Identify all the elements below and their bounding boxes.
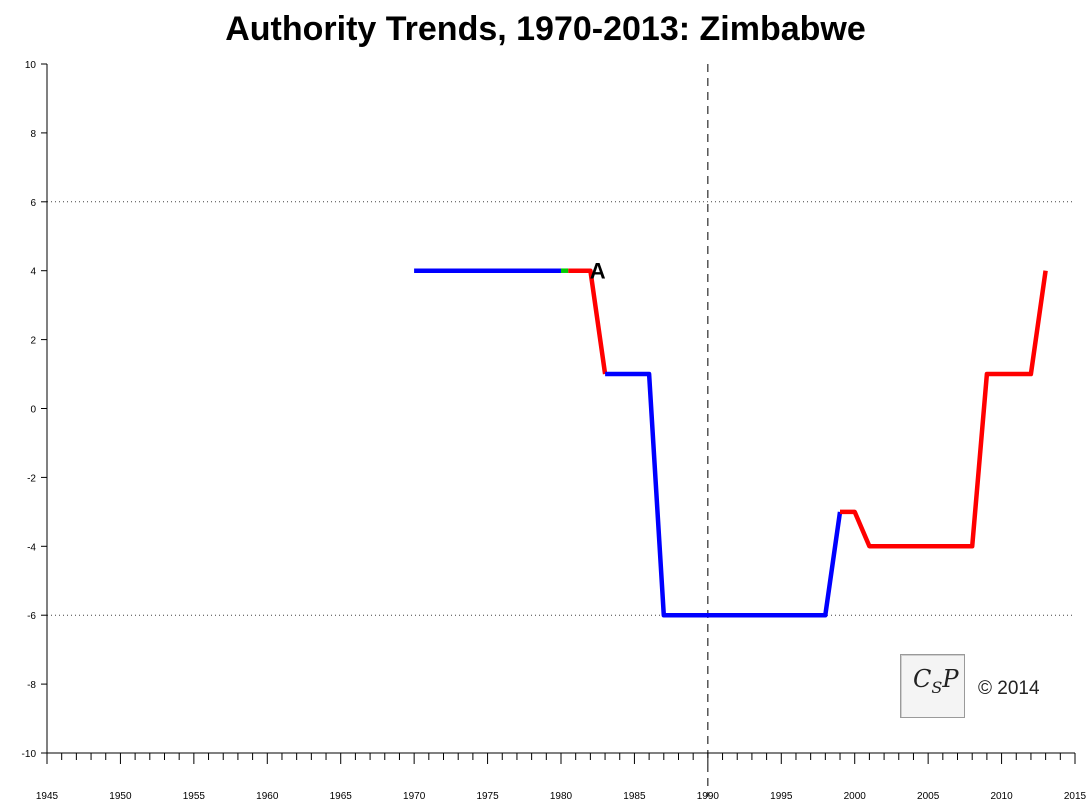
y-tick-label: 10	[25, 60, 37, 71]
series-line-2	[568, 268, 608, 375]
y-tick-label: -8	[27, 680, 36, 691]
x-tick-label: 1985	[623, 791, 646, 802]
y-tick-label: -10	[22, 749, 37, 760]
x-tick-label: 1980	[550, 791, 573, 802]
axes: -10 -8 -6 -4 -2 0 2 4 6 8 10 1945 1950 1955 1960 1965 19…	[22, 60, 1087, 802]
y-tick-label: -2	[27, 473, 36, 484]
reference-lines	[47, 64, 1075, 797]
x-tick-label: 1960	[256, 791, 279, 802]
copyright-notice: © 2014	[978, 678, 1040, 699]
series-lines	[414, 268, 1048, 618]
annotation-label: A	[590, 259, 606, 284]
x-tick-label: 2000	[844, 791, 867, 802]
x-tick-label: 1990	[697, 791, 720, 802]
x-tick-label: 2015	[1064, 791, 1087, 802]
annotations: A	[590, 259, 606, 284]
y-tick-label: -6	[27, 611, 36, 622]
y-tick-label: 8	[30, 129, 36, 140]
y-tick-label: 0	[30, 405, 36, 416]
x-tick-label: 1955	[183, 791, 206, 802]
x-tick-label: 2005	[917, 791, 940, 802]
csp-logo-text: CSP	[913, 665, 959, 697]
x-tick-label: 1945	[36, 791, 59, 802]
series-line-3	[605, 371, 843, 618]
y-tick-label: 6	[30, 198, 36, 209]
y-tick-label: -4	[27, 542, 36, 553]
x-tick-label: 1970	[403, 791, 426, 802]
x-tick-label: 1995	[770, 791, 793, 802]
chart-title: Authority Trends, 1970-2013: Zimbabwe	[225, 10, 866, 48]
x-tick-label: 1965	[330, 791, 353, 802]
x-tick-label: 1975	[476, 791, 499, 802]
y-tick-label: 4	[30, 267, 36, 278]
x-tick-label: 1950	[109, 791, 132, 802]
x-tick-label: 2010	[990, 791, 1013, 802]
csp-logo: CSP	[900, 654, 965, 718]
y-tick-label: 2	[30, 336, 36, 347]
series-line-4	[840, 270, 1048, 549]
